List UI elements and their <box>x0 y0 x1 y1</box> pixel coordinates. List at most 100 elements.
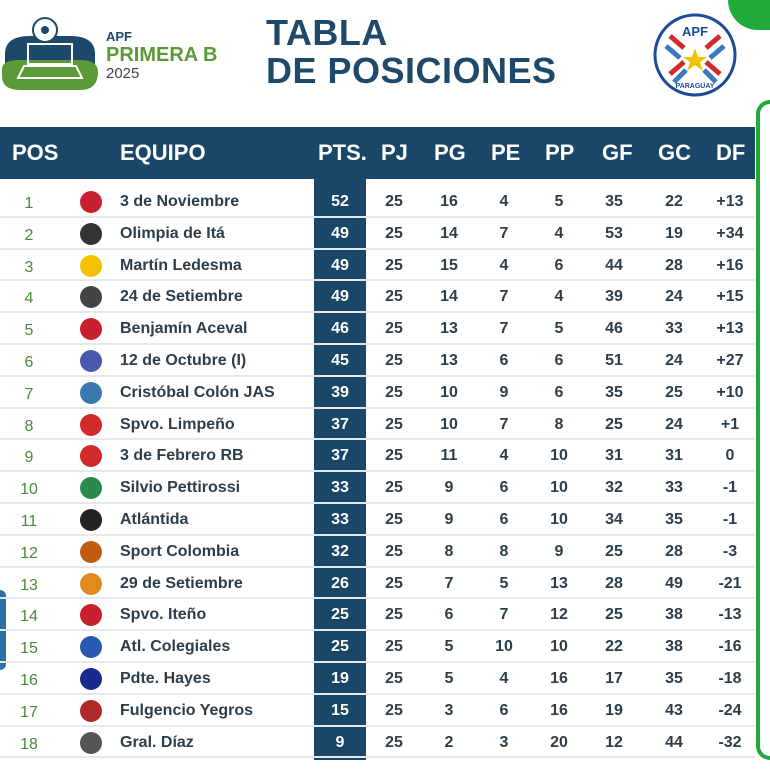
table-row: 9 3 de Febrero RB 37 25 11 4 10 31 31 0 <box>0 440 755 473</box>
stat-pp: 13 <box>550 574 568 592</box>
stat-df: -18 <box>718 670 742 687</box>
position: 10 <box>20 481 38 499</box>
team-name: Atl. Colegiales <box>120 638 231 656</box>
position: 17 <box>20 703 38 721</box>
stat-pj: 25 <box>385 606 403 624</box>
stat-pg: 13 <box>440 320 458 338</box>
team-crest-icon <box>80 191 102 213</box>
stat-pts: 45 <box>331 352 349 369</box>
team-name: 24 de Setiembre <box>120 288 243 306</box>
title-line-2: DE POSICIONES <box>266 50 557 91</box>
position: 11 <box>20 513 38 530</box>
team-name: Sport Colombia <box>120 542 240 560</box>
stat-gf: 22 <box>605 638 623 656</box>
stat-df: +13 <box>716 193 744 210</box>
stat-gc: 38 <box>665 606 683 624</box>
stat-df: +13 <box>716 320 744 338</box>
stat-pe: 5 <box>499 574 509 592</box>
table-row: 14 Spvo. Iteño 25 25 6 7 12 25 38 -13 <box>0 599 755 632</box>
stat-pp: 9 <box>554 542 564 560</box>
team-crest-icon <box>80 286 102 309</box>
stat-pg: 14 <box>440 288 458 306</box>
stat-pts: 15 <box>331 701 349 719</box>
team-name: 29 de Setiembre <box>120 574 243 592</box>
stat-pp: 6 <box>554 383 564 401</box>
stat-pts: 37 <box>331 447 349 465</box>
stat-pj: 25 <box>385 479 403 497</box>
table-row: 5 Benjamín Aceval 46 25 13 7 5 46 33 +13 <box>0 313 755 345</box>
stat-pg: 15 <box>440 256 458 274</box>
col-gf: GF <box>602 140 633 165</box>
team-name: 3 de Febrero RB <box>120 447 244 465</box>
primera-b-logo-icon <box>2 17 98 90</box>
stat-pg: 5 <box>444 638 454 656</box>
stat-df: +15 <box>716 288 744 306</box>
team-name: Spvo. Limpeño <box>120 415 235 433</box>
table-row: 12 Sport Colombia 32 25 8 8 9 25 28 -3 <box>0 536 755 568</box>
team-name: Cristóbal Colón JAS <box>120 383 275 401</box>
stat-df: -21 <box>718 574 742 592</box>
stat-pts: 33 <box>331 479 349 497</box>
stat-pts: 49 <box>331 256 349 274</box>
stat-pts: 33 <box>331 511 349 528</box>
table-row: 3 Martín Ledesma 49 25 15 4 6 44 28 +16 <box>0 250 755 282</box>
team-name: 3 de Noviembre <box>120 193 240 210</box>
stat-gc: 22 <box>665 193 683 210</box>
stat-pe: 9 <box>499 383 509 401</box>
position: 1 <box>24 195 34 212</box>
team-name: Spvo. Iteño <box>120 606 207 624</box>
stat-df: +16 <box>716 256 744 274</box>
stat-pe: 7 <box>499 224 509 242</box>
team-name: Gral. Díaz <box>120 733 194 751</box>
position: 9 <box>24 449 34 467</box>
stat-pp: 12 <box>550 606 568 624</box>
position: 4 <box>24 290 34 308</box>
badge-text: APF <box>682 24 708 39</box>
table-row: 17 Fulgencio Yegros 15 25 3 6 16 19 43 -24 <box>0 695 755 727</box>
stat-pp: 10 <box>550 511 568 528</box>
stat-gf: 19 <box>605 701 623 719</box>
points-column-highlight <box>314 179 366 760</box>
table-row: 4 24 de Setiembre 49 25 14 7 4 39 24 +15 <box>0 281 755 314</box>
stat-pe: 7 <box>499 606 509 624</box>
table-row: 6 12 de Octubre (I) 45 25 13 6 6 51 24 +27 <box>0 345 755 377</box>
league-org: APF <box>106 29 132 44</box>
stat-pj: 25 <box>385 256 403 274</box>
stat-df: +10 <box>716 383 744 401</box>
decorative-border <box>756 100 770 760</box>
stat-gc: 28 <box>665 542 683 560</box>
position: 16 <box>20 672 38 689</box>
stat-pg: 14 <box>440 224 458 242</box>
stat-pj: 25 <box>385 733 403 751</box>
stat-pts: 25 <box>331 606 349 624</box>
position: 2 <box>24 226 34 244</box>
position: 5 <box>24 322 34 340</box>
stat-pj: 25 <box>385 383 403 401</box>
stat-pts: 19 <box>331 670 349 687</box>
stat-pj: 25 <box>385 447 403 465</box>
stat-df: +1 <box>720 415 740 433</box>
team-crest-icon <box>80 254 102 277</box>
col-pj: PJ <box>381 140 408 165</box>
team-crest-icon <box>80 318 102 341</box>
team-crest-icon <box>80 413 102 436</box>
stat-pg: 7 <box>444 574 454 592</box>
stat-gc: 25 <box>665 383 683 401</box>
team-crest-icon <box>80 381 102 404</box>
position: 6 <box>24 354 34 371</box>
stat-gf: 31 <box>605 447 623 465</box>
stat-gc: 43 <box>665 701 683 719</box>
stat-pe: 10 <box>495 638 513 656</box>
stat-pg: 13 <box>440 352 458 369</box>
stat-pp: 20 <box>550 733 568 751</box>
stat-pg: 9 <box>444 511 454 528</box>
stat-pp: 16 <box>550 701 568 719</box>
stat-gf: 17 <box>605 670 623 687</box>
stat-pe: 7 <box>499 288 509 306</box>
position: 13 <box>20 576 38 594</box>
stat-pts: 39 <box>331 383 349 401</box>
team-name: Atlántida <box>120 511 189 528</box>
col-df: DF <box>716 140 746 165</box>
stat-pg: 9 <box>444 479 454 497</box>
team-crest-icon <box>80 540 102 563</box>
